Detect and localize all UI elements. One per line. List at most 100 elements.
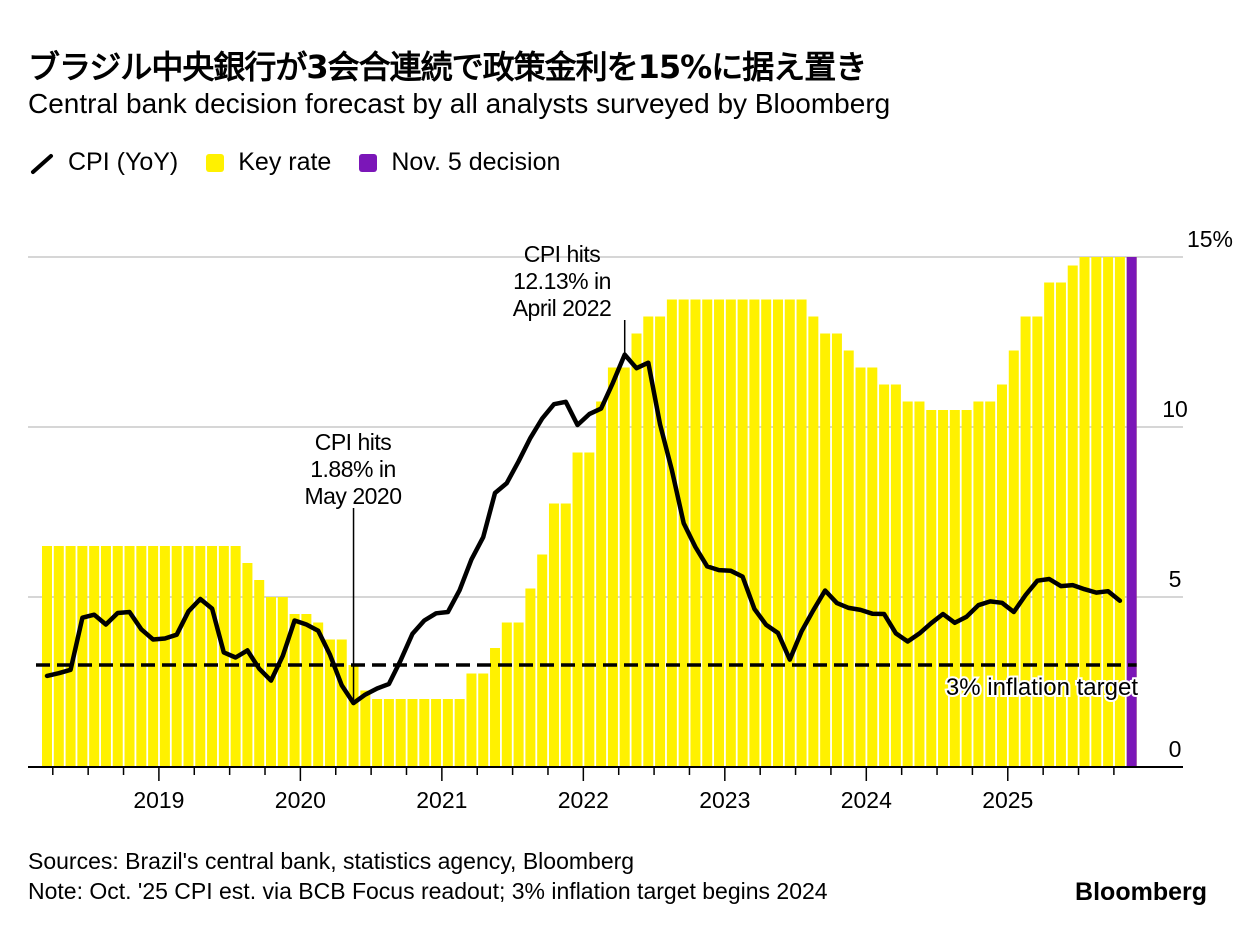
key-rate-bar	[973, 401, 984, 767]
key-rate-bar	[714, 299, 725, 767]
x-tick-label: 2024	[841, 787, 892, 813]
key-rate-bar	[548, 503, 559, 767]
key-rate-bar	[313, 622, 324, 767]
line-icon	[31, 153, 53, 174]
key-rate-bar	[254, 580, 265, 767]
annotation-text: CPI hits	[524, 241, 601, 267]
key-rate-bar	[867, 367, 878, 767]
key-rate-bar	[431, 699, 442, 767]
key-rate-bar	[407, 699, 418, 767]
key-rate-bar	[1032, 316, 1043, 767]
key-rate-bar	[454, 699, 465, 767]
key-rate-bar	[419, 699, 430, 767]
key-rate-bar	[218, 546, 229, 767]
annotation-text: April 2022	[513, 295, 612, 321]
legend-label-cpi: CPI (YoY)	[68, 148, 179, 176]
key-rate-bar	[890, 384, 901, 767]
x-tick-label: 2019	[133, 787, 184, 813]
key-rate-bar	[619, 367, 630, 767]
x-tick-label: 2025	[982, 787, 1033, 813]
key-rate-bar	[159, 546, 170, 767]
key-rate-bar	[395, 699, 406, 767]
key-rate-bar	[749, 299, 760, 767]
sources-note: Sources: Brazil's central bank, statisti…	[28, 848, 635, 874]
chart-title: ブラジル中央銀行が3会合連続で政策金利を15%に据え置き	[28, 48, 867, 86]
key-rate-bar	[1114, 257, 1125, 767]
key-rate-bar	[784, 299, 795, 767]
inflation-target-label: 3% inflation target	[946, 674, 1138, 701]
annotation-text: 12.13% in	[513, 268, 611, 294]
key-rate-bar	[442, 699, 453, 767]
key-rate-bar	[678, 299, 689, 767]
decision-bar	[1126, 257, 1137, 767]
key-rate-bar	[124, 546, 135, 767]
key-rate-bar	[879, 384, 890, 767]
x-tick-label: 2022	[558, 787, 609, 813]
key-rate-bar	[100, 546, 111, 767]
y-tick-label: 0	[1169, 736, 1182, 762]
key-rate-bar	[1020, 316, 1031, 767]
key-rate-bar	[195, 546, 206, 767]
decision-swatch-icon	[359, 153, 378, 172]
key-rate-bar	[808, 316, 819, 767]
legend: CPI (YoY) Key rate Nov. 5 decision	[30, 148, 588, 177]
key-rate-bar	[501, 622, 512, 767]
legend-item-decision: Nov. 5 decision	[359, 148, 560, 177]
key-rate-bar	[666, 299, 677, 767]
key-rate-bar	[171, 546, 182, 767]
key-rate-bar	[938, 410, 949, 767]
key-rate-bar	[1044, 282, 1055, 767]
key-rate-bar	[1067, 265, 1078, 767]
key-rate-bar	[301, 614, 312, 767]
key-rate-bar	[1008, 350, 1019, 767]
key-rate-bar	[478, 673, 489, 767]
x-tick-label: 2021	[416, 787, 467, 813]
key-rate-bar	[1079, 257, 1090, 767]
y-tick-label: 15%	[1187, 226, 1233, 252]
key-rate-bar	[490, 648, 501, 767]
legend-label-decision: Nov. 5 decision	[391, 148, 561, 176]
key-rate-bar	[914, 401, 925, 767]
key-rate-bar	[537, 554, 548, 767]
x-tick-label: 2020	[275, 787, 326, 813]
key-rate-bar	[65, 546, 76, 767]
key-rate-bar	[572, 452, 583, 767]
key-rate-bar	[631, 333, 642, 767]
key-rate-bar	[761, 299, 772, 767]
legend-item-key-rate: Key rate	[206, 148, 331, 177]
bloomberg-logo: Bloomberg	[1075, 878, 1207, 906]
key-rate-bar	[466, 673, 477, 767]
key-rate-bar	[1103, 257, 1114, 767]
annotation-text: 1.88% in	[310, 456, 396, 482]
footnote: Note: Oct. '25 CPI est. via BCB Focus re…	[28, 878, 828, 904]
key-rate-bar	[655, 316, 666, 767]
key-rate-bar	[89, 546, 100, 767]
chart-subtitle: Central bank decision forecast by all an…	[28, 88, 891, 119]
key-rate-bar	[902, 401, 913, 767]
key-rate-bar	[148, 546, 159, 767]
key-rate-bar	[643, 316, 654, 767]
key-rate-bar	[843, 350, 854, 767]
key-rate-bar	[42, 546, 52, 767]
key-rate-bar	[702, 299, 713, 767]
key-rate-bar	[53, 546, 64, 767]
key-rate-bar	[584, 452, 595, 767]
cpi-line	[44, 352, 1123, 706]
key-rate-bar	[289, 614, 300, 767]
y-tick-label: 10	[1162, 396, 1188, 422]
key-rate-bar	[525, 588, 536, 767]
key-rate-bar	[996, 384, 1007, 767]
key-rate-bar	[324, 639, 335, 767]
key-rate-bar	[796, 299, 807, 767]
legend-label-key-rate: Key rate	[238, 148, 332, 176]
legend-item-cpi: CPI (YoY)	[30, 148, 178, 177]
key-rate-bar	[607, 367, 618, 767]
key-rate-bar	[360, 690, 371, 767]
key-rate-bar	[690, 299, 701, 767]
key-rate-bar	[596, 401, 607, 767]
x-tick-label: 2023	[699, 787, 750, 813]
key-rate-bar	[1091, 257, 1102, 767]
key-rate-bar	[277, 597, 288, 767]
key-rate-bar	[372, 699, 383, 767]
key-rate-bar	[855, 367, 866, 767]
